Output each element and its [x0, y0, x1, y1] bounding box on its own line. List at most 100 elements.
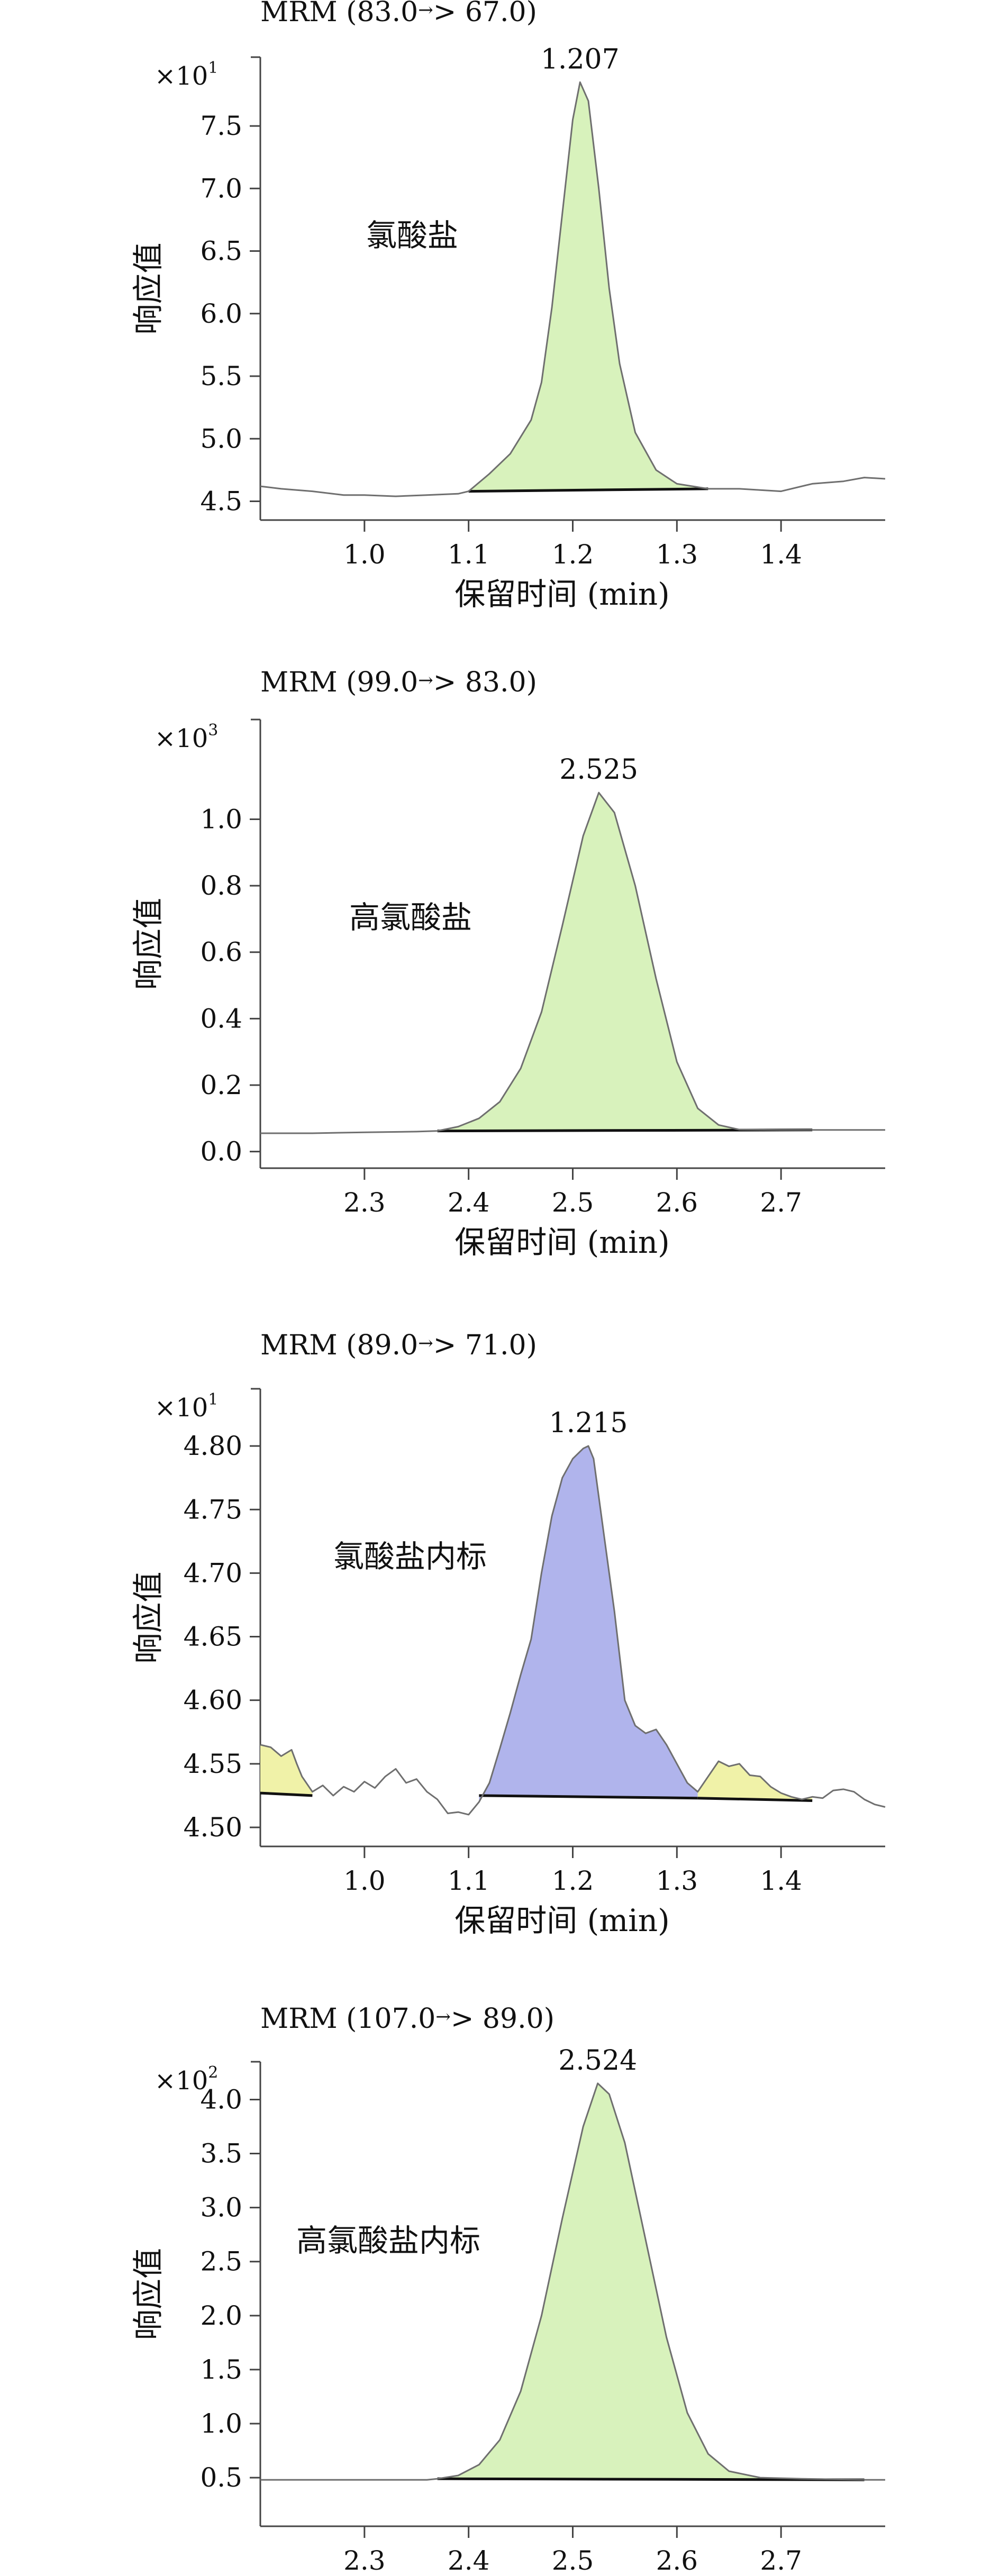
x-tick-label: 2.6 [656, 1187, 698, 1218]
y-tick-label: 7.0 [200, 173, 242, 204]
peak-area-2 [479, 1446, 698, 1802]
chart-title: MRM (99.0→> 83.0) [260, 667, 537, 698]
chart-title: MRM (107.0→> 89.0) [260, 2003, 554, 2035]
x-tick-label: 2.6 [656, 2545, 698, 2576]
y-tick-label: 4.70 [184, 1558, 242, 1588]
y-multiplier-exponent: 3 [208, 721, 218, 740]
x-tick-label: 1.3 [656, 539, 698, 570]
peak-area-1 [260, 1744, 313, 1796]
x-tick-label: 2.4 [448, 2545, 490, 2576]
peak-area-1 [468, 82, 708, 491]
y-tick-label: 3.0 [200, 2192, 242, 2223]
y-tick-label: 4.50 [184, 1812, 242, 1843]
peak-baseline-1 [260, 1791, 313, 1797]
peak-retention-label: 1.215 [549, 1407, 628, 1439]
peak-retention-label: 2.524 [558, 2045, 637, 2077]
chart-panel-1: MRM (83.0→> 67.0) ×101 4.5 5.0 5.5 6.0 6.5 7.0 7… [130, 0, 886, 612]
y-tick-label: 1.5 [200, 2354, 242, 2385]
y-tick-label: 5.5 [200, 361, 242, 392]
y-tick-label: 2.0 [200, 2300, 242, 2331]
chart-title-arrow: → [418, 0, 433, 21]
y-tick-label: 7.5 [200, 111, 242, 141]
x-tick-label: 1.0 [343, 1865, 386, 1896]
x-tick-label: 2.5 [552, 1187, 594, 1218]
y-multiplier-base: ×10 [154, 724, 208, 753]
peak-baseline-1 [437, 2477, 865, 2481]
signal-trace [260, 1445, 886, 1816]
compound-label: 高氯酸盐内标 [296, 2223, 480, 2259]
x-tick-label: 1.1 [448, 1865, 490, 1896]
y-tick-label: 4.60 [184, 1685, 242, 1716]
x-axis-label: 保留时间 (min) [454, 1903, 670, 1938]
y-tick-label: 4.55 [184, 1749, 242, 1779]
y-tick-label: 0.2 [200, 1070, 242, 1100]
y-tick-label: 4.65 [184, 1622, 242, 1652]
chart-title-start: MRM (83.0 [260, 0, 418, 28]
x-tick-label: 2.3 [343, 2545, 386, 2576]
y-tick-label: 5.0 [200, 423, 242, 454]
y-axis-label: 响应值 [130, 242, 166, 334]
y-tick-label: 6.0 [200, 298, 242, 329]
signal-trace [260, 791, 885, 1134]
y-tick-label: 0.4 [200, 1003, 242, 1034]
chart-title: MRM (83.0→> 67.0) [260, 0, 537, 28]
x-tick-label: 1.2 [552, 539, 594, 570]
chart-title-start: MRM (107.0 [260, 2003, 435, 2035]
y-tick-label: 0.5 [200, 2462, 242, 2493]
x-tick-label: 2.5 [552, 2545, 594, 2576]
y-tick-label: 4.0 [200, 2084, 242, 2115]
x-axis-label: 保留时间 (min) [454, 1224, 670, 1260]
peak-area-1 [437, 2083, 865, 2480]
x-tick-label: 1.1 [448, 539, 490, 570]
chart-title-arrow: → [418, 1333, 433, 1354]
peak-area-1 [437, 793, 813, 1131]
peak-baseline-1 [468, 487, 708, 493]
y-tick-label: 0.6 [200, 937, 242, 968]
chart-title-end: > 83.0) [433, 667, 537, 698]
y-tick-label: 4.80 [184, 1431, 242, 1461]
y-multiplier-exponent: 1 [208, 1390, 218, 1409]
x-tick-label: 1.0 [343, 539, 386, 570]
peak-baseline-2 [479, 1794, 698, 1800]
y-multiplier: ×101 [154, 1390, 218, 1423]
y-tick-label: 0.8 [200, 870, 242, 901]
x-tick-label: 2.3 [343, 1187, 386, 1218]
y-tick-label: 2.5 [200, 2246, 242, 2277]
peak-retention-label: 2.525 [559, 754, 638, 786]
y-axis-label: 响应值 [130, 898, 166, 990]
x-tick-label: 2.4 [448, 1187, 490, 1218]
y-multiplier-exponent: 2 [208, 2063, 218, 2082]
y-tick-label: 1.0 [200, 804, 242, 834]
y-multiplier-base: ×10 [154, 61, 208, 91]
chart-panel-3: MRM (89.0→> 71.0) ×101 4.50 4.55 4.60 4.65 4.7… [130, 1330, 886, 1938]
x-tick-label: 2.7 [760, 2545, 802, 2576]
chart-title-arrow: → [435, 2006, 451, 2027]
y-tick-label: 1.0 [200, 2408, 242, 2439]
chart-title-arrow: → [418, 670, 433, 691]
chart-title-end: > 89.0) [451, 2003, 554, 2035]
x-tick-label: 1.4 [760, 1865, 802, 1896]
y-tick-label: 4.5 [200, 486, 242, 517]
chart-title: MRM (89.0→> 71.0) [260, 1330, 537, 1361]
y-multiplier: ×101 [154, 59, 218, 91]
x-tick-label: 1.4 [760, 539, 802, 570]
chart-title-start: MRM (99.0 [260, 667, 418, 698]
y-tick-label: 4.75 [184, 1494, 242, 1525]
chart-panel-4: MRM (107.0→> 89.0) ×102 0.5 1.0 1.5 2.0 2.5 3.0… [130, 2003, 885, 2576]
compound-label: 氯酸盐 [366, 217, 458, 253]
peak-retention-label: 1.207 [541, 43, 620, 75]
chart-title-start: MRM (89.0 [260, 1330, 418, 1361]
x-tick-label: 1.2 [552, 1865, 594, 1896]
y-multiplier-exponent: 1 [208, 59, 218, 77]
compound-label: 氯酸盐内标 [333, 1539, 487, 1574]
signal-trace [260, 81, 886, 497]
compound-label: 高氯酸盐 [349, 899, 472, 935]
x-tick-label: 2.7 [760, 1187, 802, 1218]
y-tick-label: 0.0 [200, 1136, 242, 1167]
y-multiplier-base: ×10 [154, 2066, 208, 2096]
y-multiplier: ×103 [154, 721, 218, 753]
chart-panel-2: MRM (99.0→> 83.0) ×103 0.0 0.2 0.4 0.6 0.8 1.0 2… [130, 667, 885, 1260]
y-axis-label: 响应值 [130, 2248, 166, 2340]
y-tick-label: 6.5 [200, 236, 242, 267]
